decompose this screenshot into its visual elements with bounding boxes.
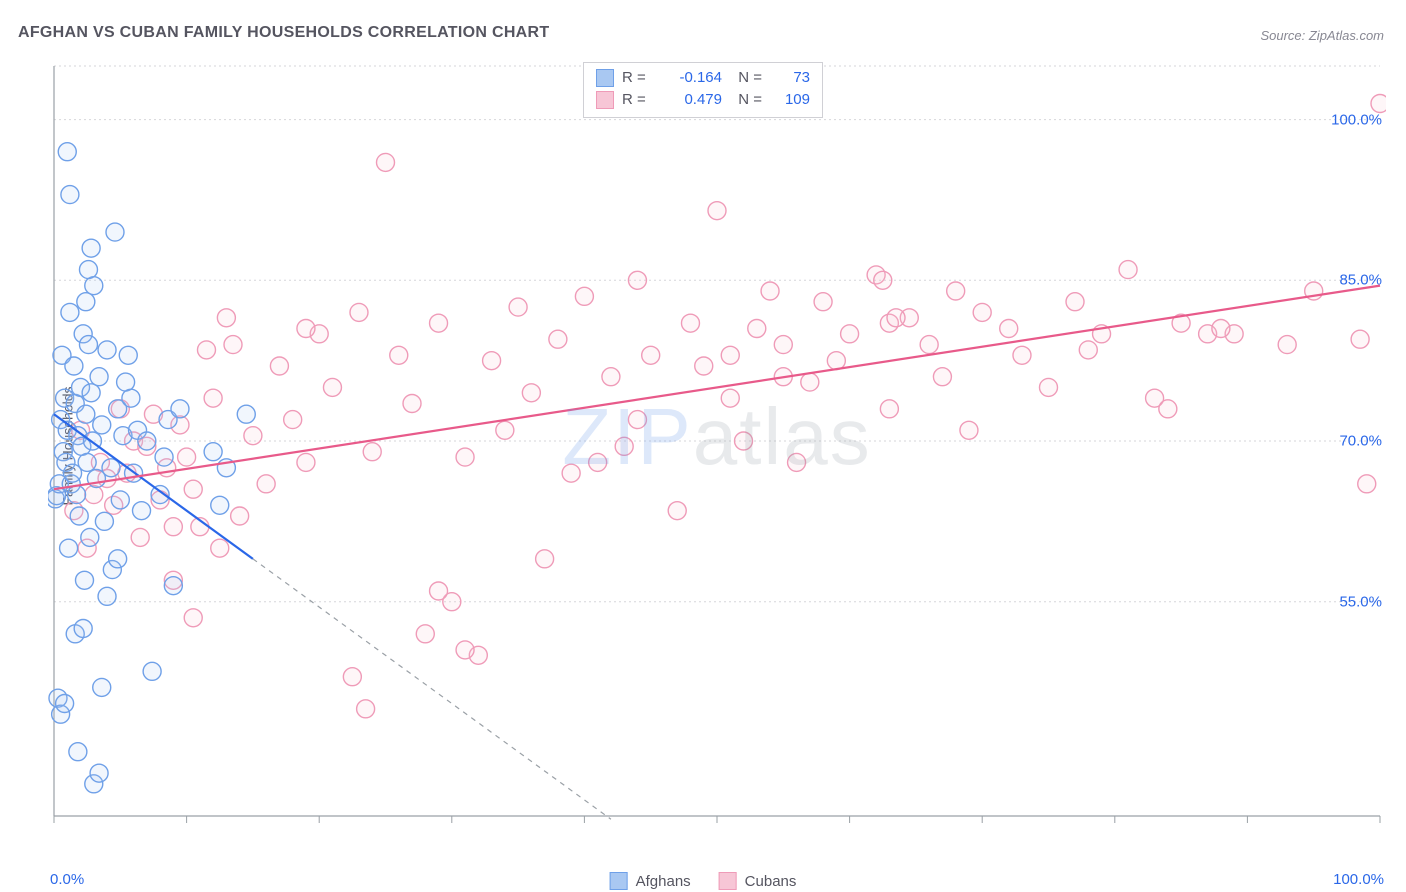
- chart-container: AFGHAN VS CUBAN FAMILY HOUSEHOLDS CORREL…: [0, 0, 1406, 892]
- scatter-plot-svg: [48, 60, 1386, 846]
- n-value-cubans: 109: [770, 89, 810, 111]
- legend-item-cubans: Cubans: [719, 872, 797, 890]
- chart-title: AFGHAN VS CUBAN FAMILY HOUSEHOLDS CORREL…: [18, 24, 549, 42]
- r-value-afghans: -0.164: [660, 67, 722, 89]
- legend-row-afghans: R = -0.164 N = 73: [596, 67, 810, 89]
- swatch-cubans-icon: [719, 872, 737, 890]
- y-tick-label: 70.0%: [1339, 433, 1382, 450]
- legend-item-afghans: Afghans: [610, 872, 691, 890]
- r-label-icon: R =: [622, 67, 652, 89]
- correlation-legend: R = -0.164 N = 73 R = 0.479 N = 109: [583, 62, 823, 118]
- x-axis-max-label: 100.0%: [1333, 871, 1384, 888]
- y-tick-label: 55.0%: [1339, 593, 1382, 610]
- n-label-icon: N =: [730, 67, 762, 89]
- plot-area: ZIPatlas: [48, 60, 1386, 846]
- r-value-cubans: 0.479: [660, 89, 722, 111]
- series-legend: Afghans Cubans: [610, 872, 797, 890]
- x-axis-min-label: 0.0%: [50, 871, 84, 888]
- legend-label-afghans: Afghans: [636, 873, 691, 890]
- n-value-afghans: 73: [770, 67, 810, 89]
- n-label-icon: N =: [730, 89, 762, 111]
- swatch-afghans: [596, 69, 614, 87]
- legend-label-cubans: Cubans: [745, 873, 797, 890]
- r-label-icon: R =: [622, 89, 652, 111]
- swatch-afghans-icon: [610, 872, 628, 890]
- source-label: Source: ZipAtlas.com: [1260, 28, 1384, 43]
- y-tick-label: 100.0%: [1331, 111, 1382, 128]
- y-tick-label: 85.0%: [1339, 272, 1382, 289]
- swatch-cubans: [596, 91, 614, 109]
- legend-row-cubans: R = 0.479 N = 109: [596, 89, 810, 111]
